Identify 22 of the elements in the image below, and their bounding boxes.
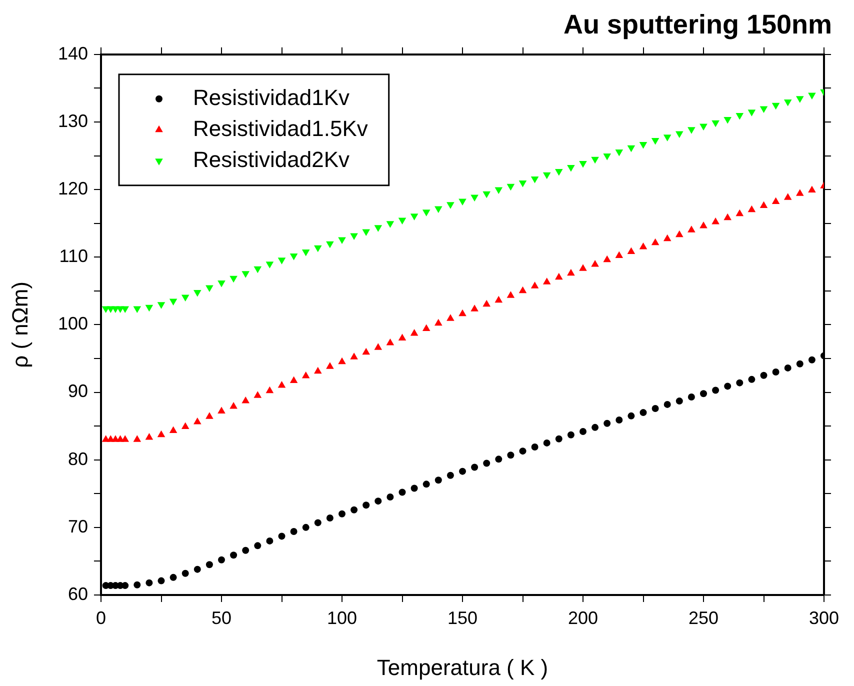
legend-label: Resistividad1Kv <box>193 84 350 110</box>
y-tick-label: 120 <box>58 178 88 199</box>
y-tick-label: 140 <box>58 43 88 64</box>
y-tick-label: 130 <box>58 110 88 131</box>
y-tick-label: 70 <box>68 516 88 536</box>
legend-label: Resistividad2Kv <box>193 146 350 172</box>
y-tick-label: 100 <box>58 314 88 334</box>
chart-title: Au sputtering 150nm <box>563 10 832 40</box>
x-tick-label: 200 <box>568 608 598 628</box>
x-tick-label: 300 <box>808 608 840 628</box>
x-tick-label: 0 <box>96 608 106 628</box>
y-axis-title: ρ ( nΩm) <box>7 281 32 368</box>
y-tick-label: 60 <box>68 584 88 604</box>
legend-label: Resistividad1.5Kv <box>193 116 368 141</box>
x-tick-label: 100 <box>326 608 358 628</box>
x-tick-label: 250 <box>688 608 719 628</box>
x-axis-title: Temperatura ( K ) <box>376 654 548 680</box>
y-tick-label: 110 <box>59 246 88 266</box>
y-tick-label: 90 <box>68 381 88 402</box>
y-tick-label: 80 <box>68 448 88 469</box>
x-tick-label: 50 <box>211 608 232 628</box>
x-tick-label: 150 <box>447 608 478 628</box>
